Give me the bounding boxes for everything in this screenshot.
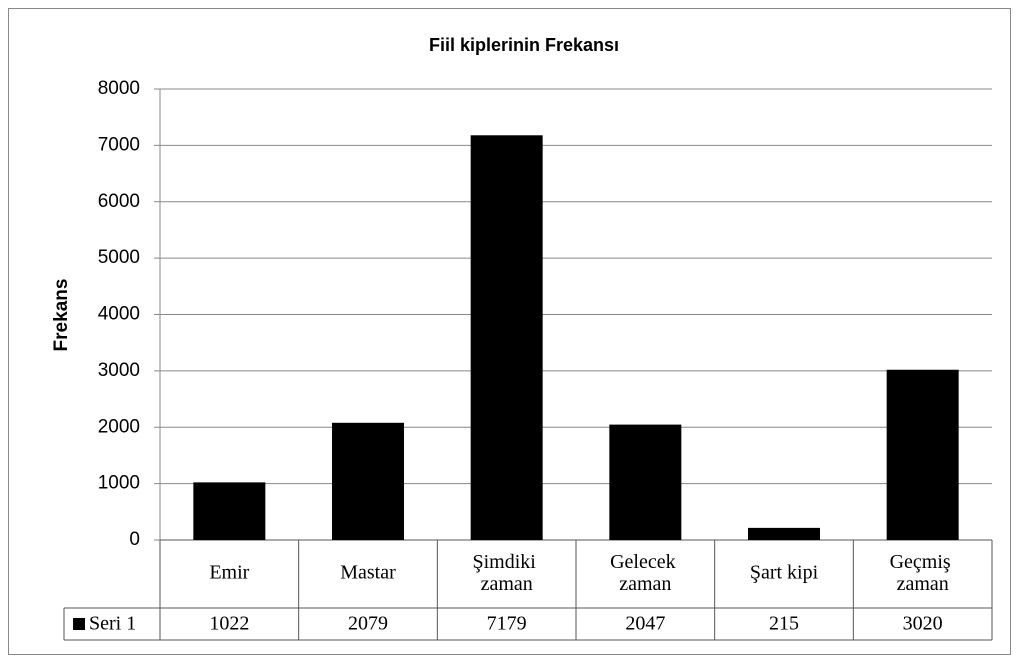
y-tick-label: 4000 — [98, 304, 140, 325]
data-table-value: 7179 — [487, 613, 527, 635]
y-tick-label: 6000 — [98, 191, 140, 212]
x-tick-label-line: Gelecek — [610, 551, 681, 573]
y-tick-label: 8000 — [98, 78, 140, 99]
bar — [193, 482, 266, 540]
y-axis-label: Frekans — [51, 279, 72, 352]
bar — [609, 424, 682, 540]
bar — [748, 527, 820, 540]
y-tick-label: 3000 — [98, 360, 140, 381]
bar — [470, 135, 543, 540]
data-table-value: 215 — [769, 613, 799, 635]
data-table-value: 3020 — [903, 613, 943, 635]
x-tick-label: Geçmiş zaman — [890, 551, 956, 595]
data-table-value: 1022 — [209, 613, 249, 635]
legend-swatch — [73, 618, 85, 630]
x-tick-label: Gelecek zaman — [610, 551, 681, 595]
bar — [886, 369, 959, 540]
y-tick-label: 0 — [129, 529, 140, 550]
bar — [332, 422, 404, 540]
x-tick-label-line: Şimdiki — [472, 551, 540, 573]
x-tick-label: Şart kipi — [750, 562, 819, 584]
x-tick-label: Emir — [209, 562, 249, 584]
y-tick-label: 5000 — [98, 247, 140, 268]
x-tick-label-line: zaman — [619, 573, 671, 595]
y-tick-label: 1000 — [98, 473, 140, 494]
y-tick-label: 2000 — [98, 416, 140, 437]
chart-title: Fiil kiplerinin Frekansı — [429, 35, 619, 55]
x-tick-label: Şimdiki zaman — [472, 551, 540, 595]
x-tick-label-line: zaman — [481, 573, 533, 595]
data-table-value: 2079 — [348, 613, 388, 635]
x-tick-label-line: Geçmiş — [890, 551, 956, 573]
legend-label: Seri 1 — [89, 613, 136, 635]
x-tick-label: Mastar — [340, 562, 396, 584]
data-table-value: 2047 — [625, 613, 665, 635]
y-tick-label: 7000 — [98, 134, 140, 155]
x-tick-label-line: zaman — [897, 573, 949, 595]
